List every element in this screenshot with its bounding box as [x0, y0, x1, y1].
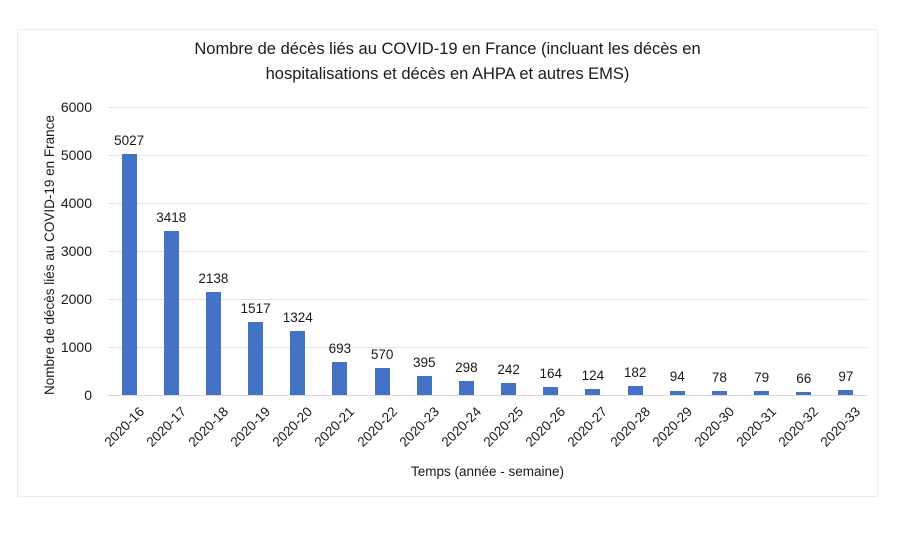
- bar-2020-27: [585, 389, 601, 395]
- bar-2020-21: [332, 361, 348, 395]
- x-tick-label-2020-18: 2020-18: [185, 404, 232, 450]
- gridline-2000: [108, 299, 867, 300]
- bar-2020-30: [711, 391, 727, 395]
- bar-value-label-2020-28: 182: [623, 365, 647, 381]
- x-tick-label-2020-23: 2020-23: [396, 404, 442, 450]
- bar-2020-23: [416, 376, 432, 395]
- chart-title: Nombre de décès liés au COVID-19 en Fran…: [18, 37, 877, 87]
- bar-value-label-2020-19: 1517: [240, 301, 271, 317]
- bar-value-label-2020-23: 395: [412, 355, 436, 371]
- y-tick-label-1000: 1000: [60, 339, 92, 355]
- gridline-4000: [108, 203, 867, 204]
- bar-2020-18: [205, 292, 221, 395]
- y-tick-label-2000: 2000: [60, 291, 92, 307]
- bar-value-label-2020-24: 298: [455, 359, 478, 375]
- x-axis-title: Temps (année - semaine): [410, 464, 565, 479]
- x-tick-label-2020-28: 2020-28: [607, 404, 653, 450]
- x-tick-label-2020-17: 2020-17: [143, 404, 189, 450]
- y-tick-label-5000: 5000: [60, 147, 92, 163]
- x-tick-label-2020-27: 2020-27: [564, 404, 611, 450]
- y-tick-label-4000: 4000: [60, 195, 92, 211]
- bar-2020-33: [838, 390, 854, 395]
- bar-2020-26: [543, 387, 559, 395]
- bar-2020-29: [669, 390, 685, 395]
- x-tick-label-2020-31: 2020-31: [733, 404, 780, 450]
- bar-value-label-2020-16: 5027: [114, 132, 145, 148]
- bar-2020-16: [121, 153, 137, 395]
- y-tick-label-6000: 6000: [60, 99, 92, 115]
- bar-2020-24: [458, 380, 474, 395]
- x-tick-label-2020-24: 2020-24: [438, 404, 485, 450]
- gridline-5000: [108, 155, 867, 156]
- bar-value-label-2020-32: 66: [796, 370, 812, 386]
- x-tick-label-2020-26: 2020-26: [522, 404, 569, 450]
- bar-value-label-2020-33: 97: [838, 369, 854, 385]
- bar-2020-20: [290, 331, 306, 395]
- x-axis-line: [108, 395, 867, 396]
- bar-value-label-2020-30: 78: [711, 370, 727, 386]
- chart-title-line1: Nombre de décès liés au COVID-19 en Fran…: [194, 40, 701, 58]
- gridline-1000: [108, 347, 867, 348]
- x-tick-label-2020-16: 2020-16: [101, 404, 147, 450]
- x-tick-label-2020-21: 2020-21: [311, 404, 358, 450]
- x-tick-label-2020-29: 2020-29: [649, 404, 695, 450]
- plot-area: 5027 3418 2138 1517 1324 693 570 395 298 242 164 12…: [108, 107, 867, 396]
- bar-value-label-2020-25: 242: [497, 362, 520, 378]
- bar-value-label-2020-18: 2138: [198, 271, 229, 287]
- y-tick-label-0: 0: [84, 387, 92, 403]
- chart-title-line2: hospitalisations et décès en AHPA et aut…: [265, 65, 630, 83]
- x-tick-label-2020-25: 2020-25: [480, 404, 527, 450]
- bar-value-label-2020-22: 570: [370, 346, 394, 362]
- bar-value-label-2020-20: 1324: [282, 310, 313, 326]
- bar-value-label-2020-31: 79: [754, 370, 770, 386]
- x-tick-label-2020-20: 2020-20: [269, 404, 316, 450]
- y-tick-label-3000: 3000: [60, 243, 92, 259]
- x-tick-label-2020-33: 2020-33: [817, 404, 864, 450]
- gridline-3000: [108, 251, 867, 252]
- x-tick-label-2020-22: 2020-22: [354, 404, 400, 450]
- bar-2020-32: [796, 391, 812, 395]
- bar-2020-22: [374, 367, 390, 395]
- bar-2020-25: [501, 383, 517, 395]
- bar-value-label-2020-27: 124: [581, 368, 605, 384]
- x-tick-label-2020-30: 2020-30: [691, 404, 738, 450]
- gridline-6000: [108, 107, 867, 108]
- x-tick-label-2020-19: 2020-19: [227, 404, 274, 450]
- x-tick-label-2020-32: 2020-32: [775, 404, 822, 450]
- bar-value-label-2020-26: 164: [539, 366, 563, 382]
- bar-value-label-2020-21: 693: [328, 340, 352, 356]
- bar-2020-31: [754, 391, 770, 395]
- chart-frame: Nombre de décès liés au COVID-19 en Fran…: [17, 29, 878, 497]
- bar-2020-28: [627, 386, 643, 395]
- bar-value-label-2020-17: 3418: [156, 209, 187, 225]
- bar-2020-19: [248, 322, 264, 395]
- bar-value-label-2020-29: 94: [669, 369, 685, 385]
- bar-2020-17: [163, 230, 179, 395]
